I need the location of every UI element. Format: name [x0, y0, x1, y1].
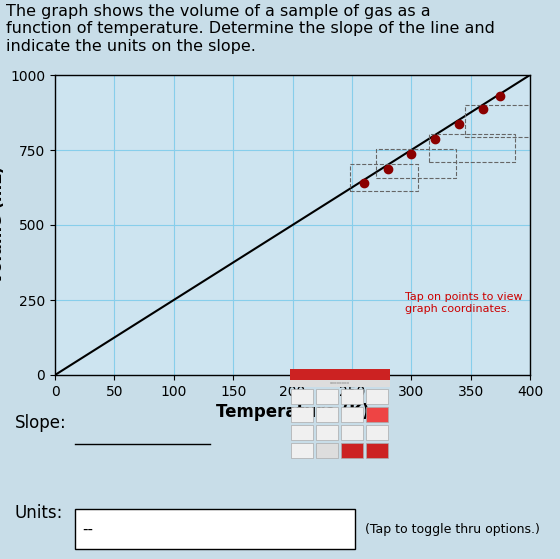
Bar — [341, 407, 362, 422]
Bar — [341, 425, 362, 440]
Bar — [376, 149, 456, 178]
Text: oooooooo: oooooooo — [330, 381, 350, 385]
Bar — [291, 443, 312, 458]
Bar — [429, 134, 515, 162]
Bar — [316, 389, 338, 404]
Text: The graph shows the volume of a sample of gas as a
function of temperature. Dete: The graph shows the volume of a sample o… — [6, 4, 494, 54]
Bar — [291, 389, 312, 404]
Bar — [316, 407, 338, 422]
Bar — [341, 443, 362, 458]
Text: (Tap to toggle thru options.): (Tap to toggle thru options.) — [365, 523, 540, 536]
Bar — [366, 389, 388, 404]
Bar — [349, 163, 418, 191]
Bar — [465, 105, 559, 136]
X-axis label: Temperature (K): Temperature (K) — [216, 403, 369, 421]
Bar — [291, 425, 312, 440]
Bar — [316, 443, 338, 458]
Bar — [366, 425, 388, 440]
Bar — [75, 509, 355, 549]
Y-axis label: Volume (mL): Volume (mL) — [0, 166, 6, 284]
Text: Units:: Units: — [15, 504, 63, 522]
Text: Tap on points to view
graph coordinates.: Tap on points to view graph coordinates. — [405, 292, 523, 314]
Text: Slope:: Slope: — [15, 414, 67, 432]
Bar — [316, 425, 338, 440]
Bar — [290, 380, 390, 387]
Bar — [341, 389, 362, 404]
Bar — [290, 369, 390, 380]
Bar — [291, 407, 312, 422]
Text: --: -- — [82, 522, 93, 537]
Bar — [366, 407, 388, 422]
Bar — [366, 443, 388, 458]
